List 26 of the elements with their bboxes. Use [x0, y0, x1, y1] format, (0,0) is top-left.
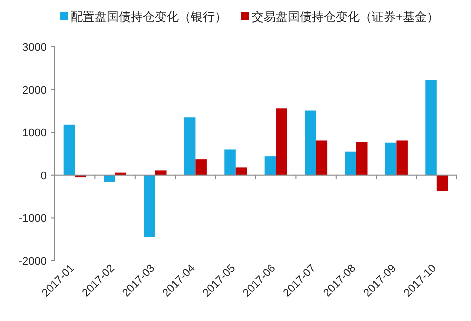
bar — [196, 160, 207, 176]
bar — [264, 156, 276, 176]
bar — [345, 152, 356, 176]
bar — [236, 168, 248, 176]
y-tick-label: -2000 — [18, 256, 47, 268]
y-tick-label: 1000 — [22, 128, 47, 140]
bar — [184, 118, 196, 176]
bar — [316, 140, 328, 176]
bar — [385, 142, 397, 176]
bar — [396, 140, 408, 176]
bar — [436, 175, 448, 192]
bar — [276, 108, 288, 176]
y-tick-label: 3000 — [22, 42, 47, 54]
y-tick-label: 2000 — [22, 84, 47, 97]
y-tick-label: 0 — [40, 170, 47, 182]
bar — [104, 175, 116, 182]
legend-label: 交易盘国债持仓变化（证券+基金） — [252, 10, 440, 24]
bar — [305, 110, 316, 176]
bar — [144, 175, 156, 238]
bar — [224, 150, 236, 176]
bar — [64, 124, 76, 176]
bar — [426, 80, 437, 176]
legend-label: 配置盘国债持仓变化（银行） — [71, 10, 227, 24]
bar — [156, 170, 167, 176]
bar — [356, 142, 368, 176]
y-tick-label: -1000 — [18, 213, 47, 226]
